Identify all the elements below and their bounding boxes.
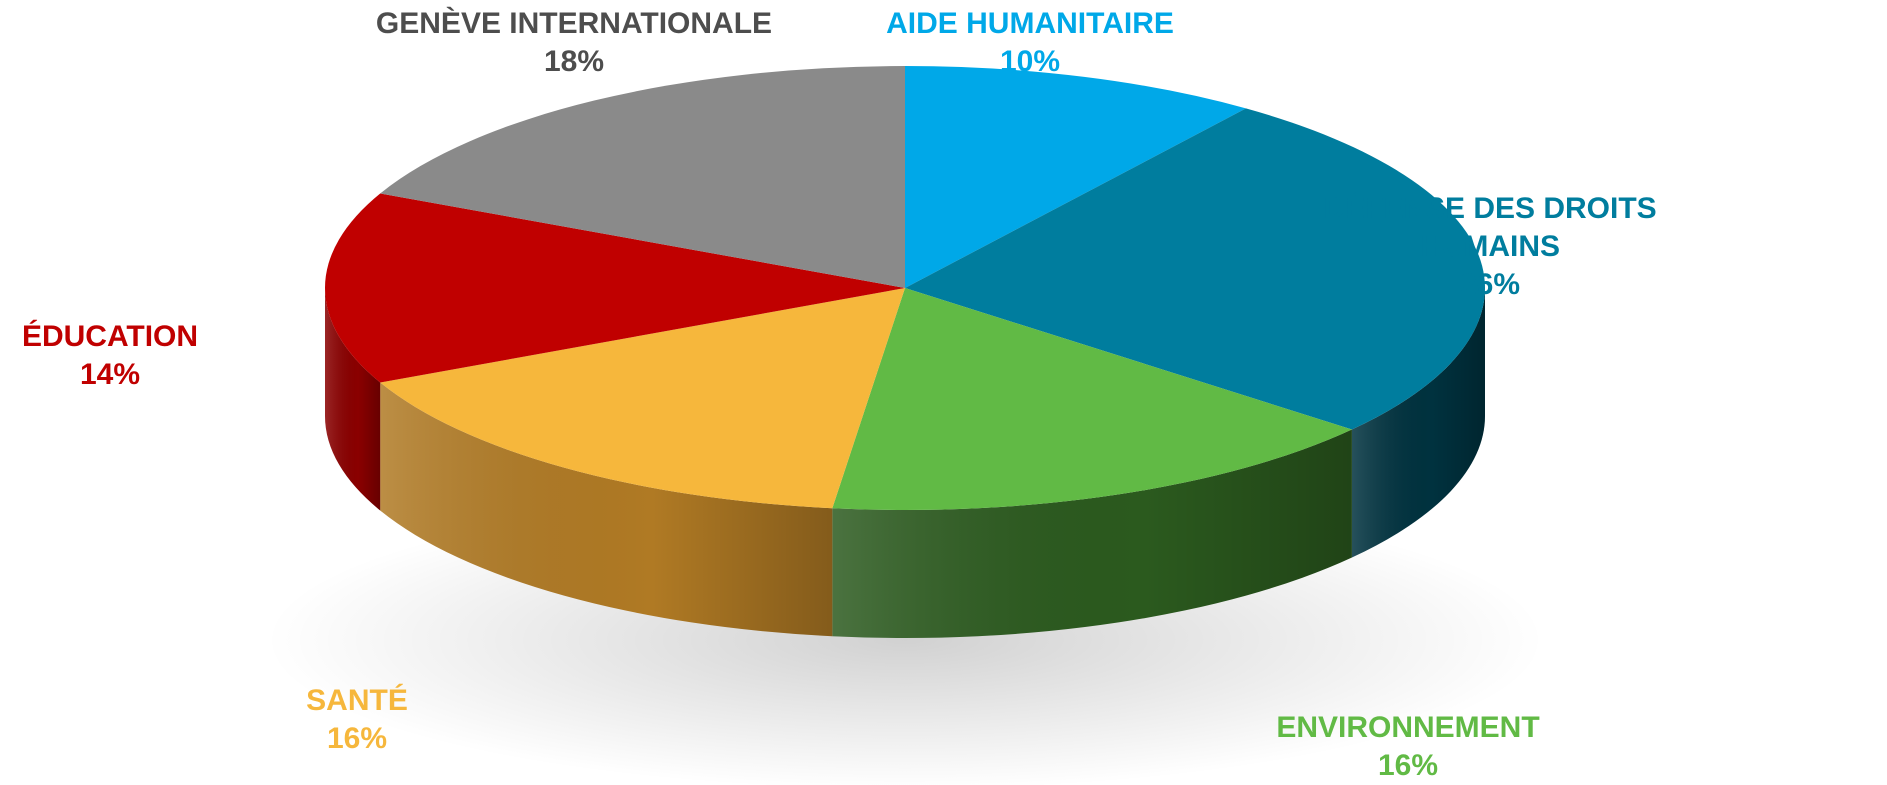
pie-slice-environnement [832, 288, 1352, 510]
label-environnement: ENVIRONNEMENT 16% [1208, 709, 1608, 785]
slice-name: ENVIRONNEMENT [1276, 711, 1540, 744]
pie-side-shade-environnement [832, 429, 1352, 638]
label-sante: SANTÉ 16% [257, 682, 457, 758]
pie-slice-aide-humanitaire [905, 66, 1246, 288]
pie-slice-defense-des-droits-humains [905, 108, 1485, 430]
label-defense-droits-humains: DÉFENSE DES DROITS HUMAINS 26% [1290, 190, 1690, 304]
slice-name: SANTÉ [306, 684, 408, 717]
pie-sides [325, 288, 1485, 638]
pie-slice-education [324, 193, 905, 383]
label-geneve-internationale: GENÈVE INTERNATIONALE 18% [324, 5, 824, 81]
slice-value: 26% [1459, 268, 1521, 301]
pie-tops [324, 66, 1485, 510]
slice-value: 16% [1377, 749, 1439, 782]
pie-side-shade-defense-des-droits-humains [1351, 288, 1485, 558]
label-education: ÉDUCATION 14% [0, 318, 220, 394]
slice-name: GENÈVE INTERNATIONALE [375, 7, 773, 40]
label-aide-humanitaire: AIDE HUMANITAIRE 10% [820, 5, 1240, 81]
pie-slice-sante [380, 288, 905, 509]
slice-name: AIDE HUMANITAIRE [886, 7, 1174, 40]
slice-value: 16% [326, 722, 388, 755]
slice-name: DÉFENSE DES DROITS HUMAINS [1323, 192, 1657, 263]
pie-side-shade-education [325, 288, 381, 511]
slice-value: 14% [79, 358, 141, 391]
pie-side-shade-sante [380, 382, 833, 637]
slice-value: 10% [999, 45, 1061, 78]
pie-slice-geneve-internationale [380, 66, 905, 288]
slice-value: 18% [543, 45, 605, 78]
slice-name: ÉDUCATION [21, 320, 199, 353]
